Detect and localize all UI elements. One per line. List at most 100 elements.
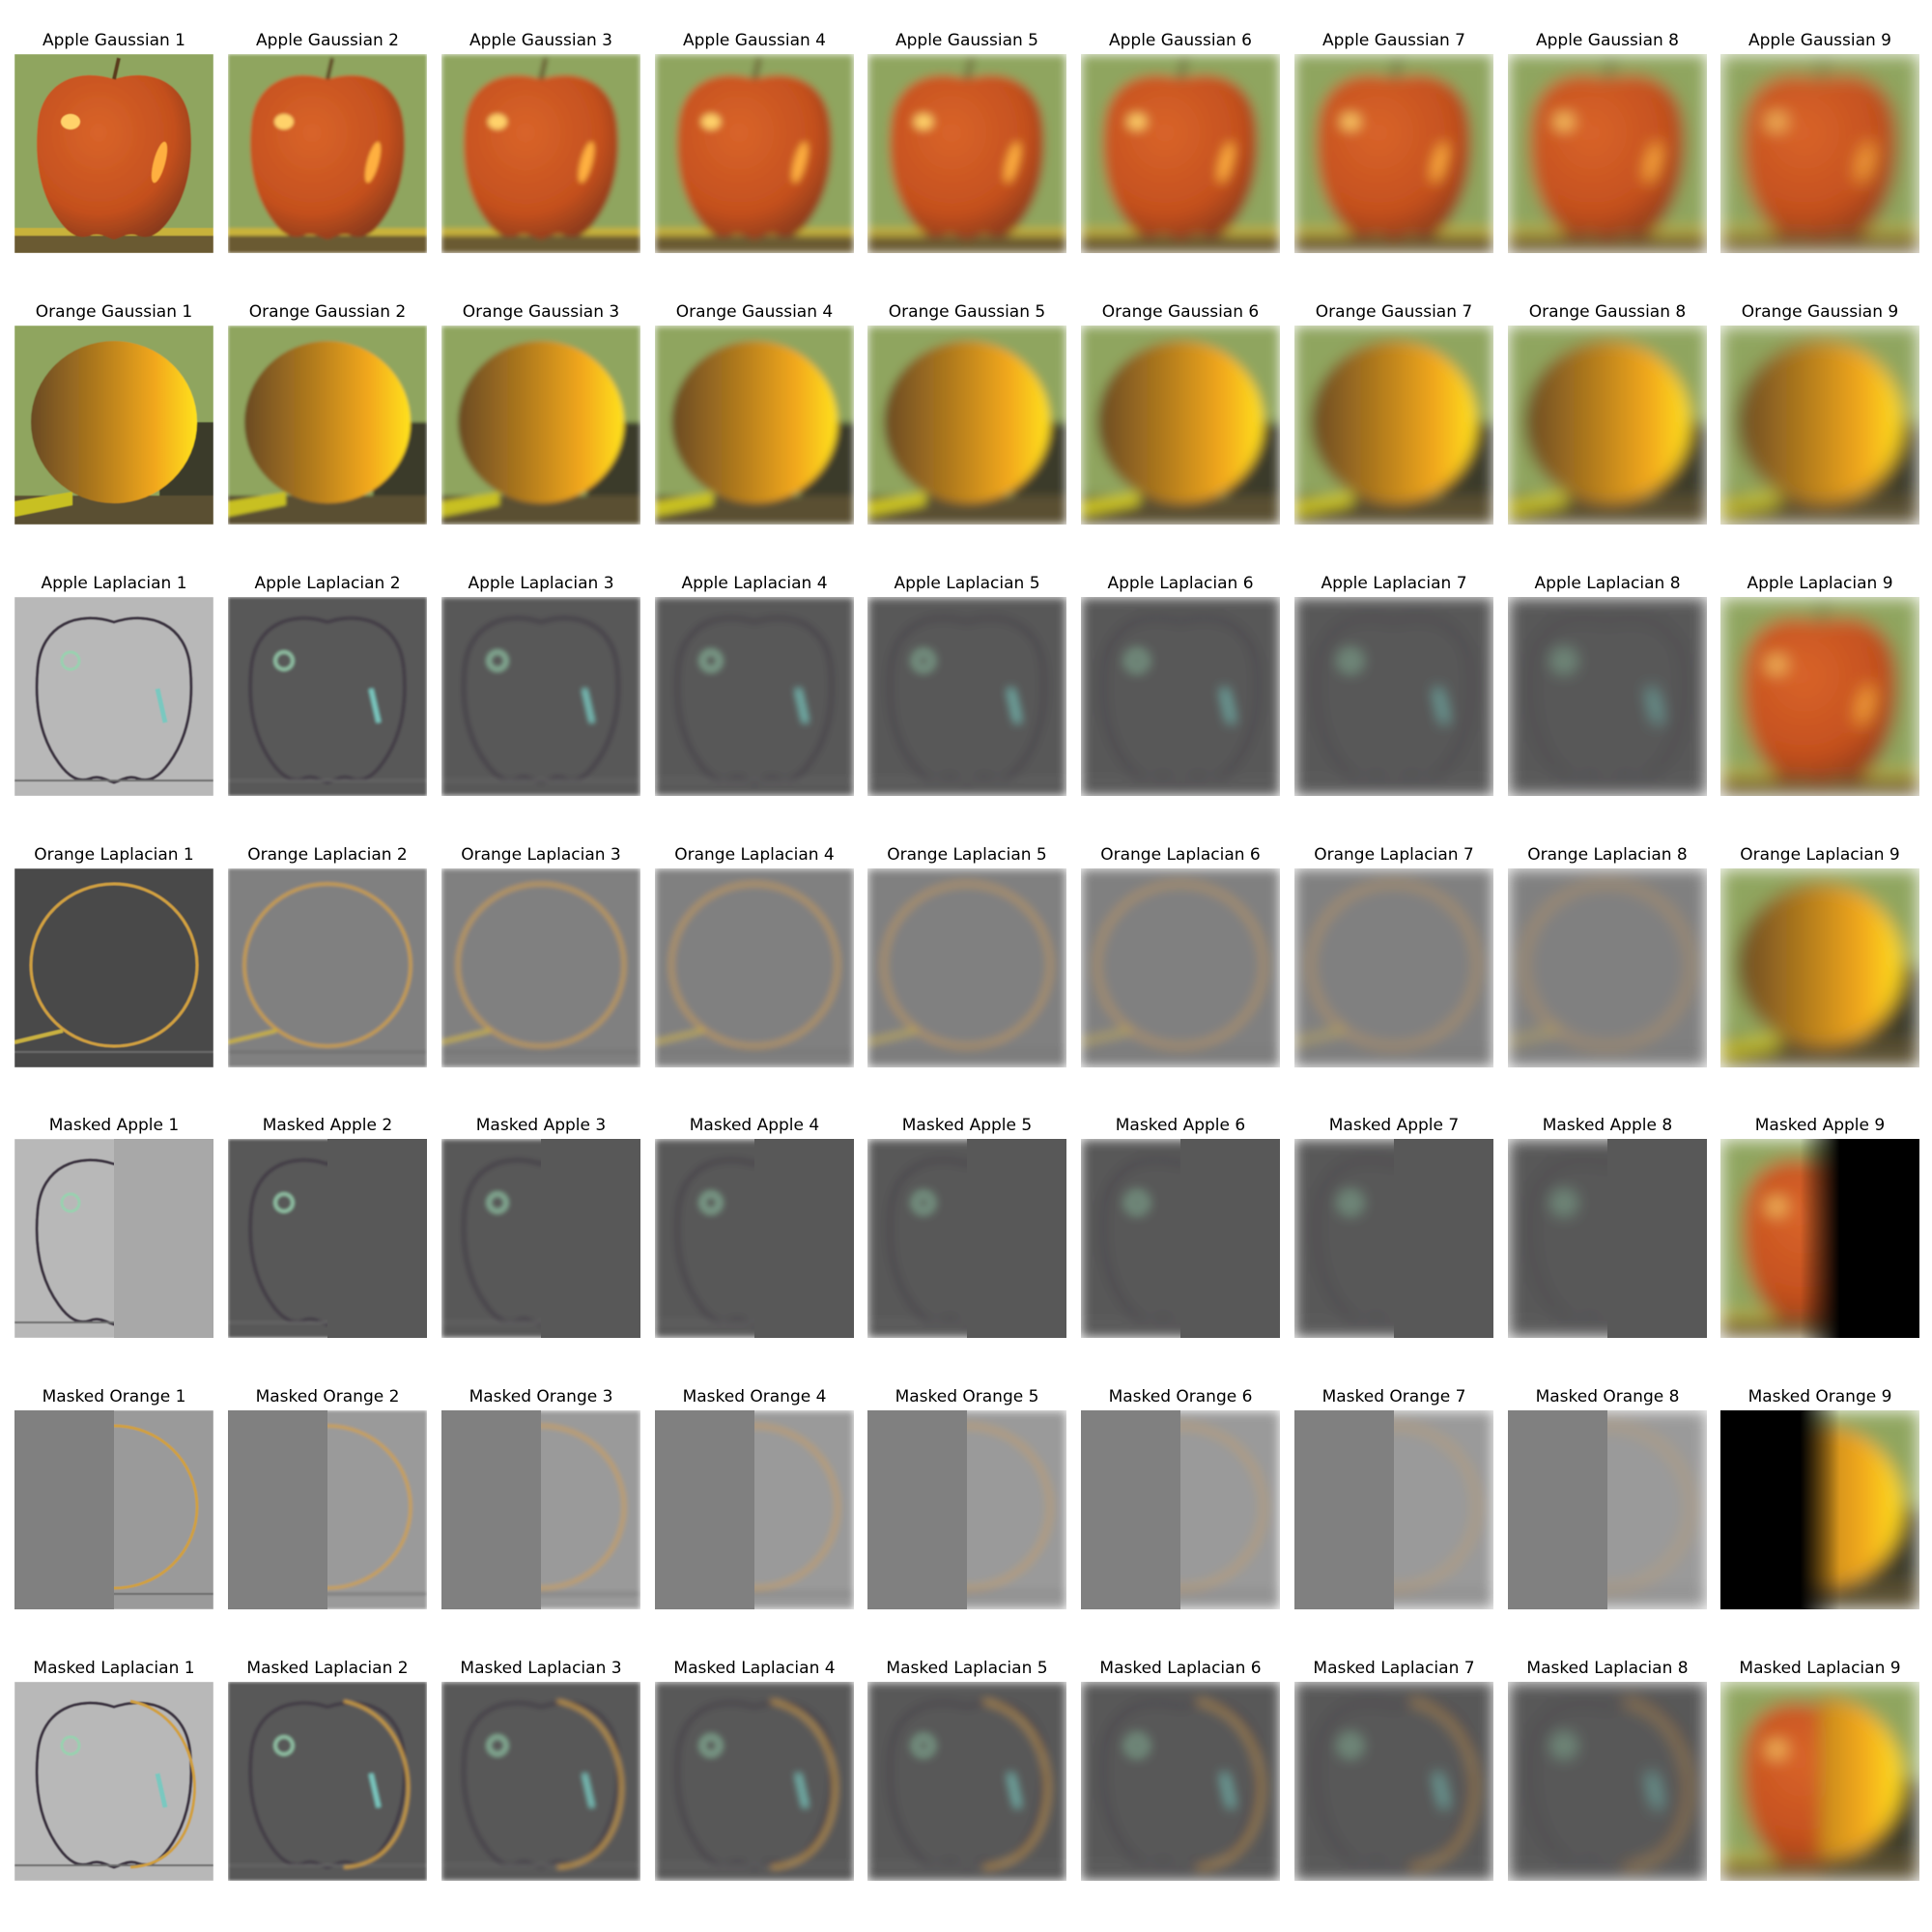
thumbnail-svg [655,1410,854,1609]
grid-cell: Masked Orange 4 [655,1385,854,1636]
grid-cell: Masked Laplacian 2 [228,1657,427,1908]
grid-cell: Masked Apple 9 [1720,1114,1919,1365]
cell-title: Masked Orange 1 [42,1387,186,1406]
thumbnail-image [441,868,640,1067]
thumbnail-svg [14,597,213,796]
thumbnail-svg [1720,868,1919,1067]
thumbnail-image [14,868,213,1067]
grid-cell: Masked Apple 5 [867,1114,1066,1365]
thumbnail-svg [14,54,213,253]
grid-cell: Masked Laplacian 1 [14,1657,213,1908]
thumbnail-svg [1081,597,1280,796]
thumbnail-image [1508,54,1707,253]
grid-cell: Masked Laplacian 7 [1294,1657,1493,1908]
thumbnail-svg [14,326,213,525]
cell-title: Apple Gaussian 1 [42,31,185,50]
cell-title: Masked Laplacian 2 [246,1659,409,1678]
grid-cell: Apple Laplacian 3 [441,572,640,823]
grid-cell: Masked Orange 9 [1720,1385,1919,1636]
thumbnail-image [655,54,854,253]
cell-title: Orange Laplacian 6 [1100,845,1261,865]
grid-cell: Masked Laplacian 4 [655,1657,854,1908]
thumbnail-svg [1081,868,1280,1067]
grid-cell: Orange Gaussian 7 [1294,300,1493,552]
thumbnail-image [14,326,213,525]
thumbnail-svg [1081,54,1280,253]
thumbnail-image [867,326,1066,525]
cell-title: Masked Laplacian 7 [1313,1659,1475,1678]
thumbnail-svg [655,1682,854,1881]
grid-cell: Orange Gaussian 4 [655,300,854,552]
thumbnail-svg [441,1139,640,1338]
thumbnail-image [1720,597,1919,796]
thumbnail-image [14,1139,213,1338]
thumbnail-svg [228,1139,427,1338]
thumbnail-image [441,597,640,796]
thumbnail-image [14,54,213,253]
cell-title: Orange Gaussian 2 [248,302,407,322]
cell-title: Apple Laplacian 1 [41,574,187,593]
thumbnail-svg [441,326,640,525]
thumbnail-image [655,1410,854,1609]
grid-cell: Apple Gaussian 9 [1720,29,1919,280]
cell-title: Orange Gaussian 7 [1315,302,1473,322]
grid-cell: Apple Gaussian 8 [1508,29,1707,280]
grid-cell: Orange Laplacian 9 [1720,843,1919,1094]
cell-title: Masked Laplacian 9 [1739,1659,1901,1678]
thumbnail-svg [1081,326,1280,525]
thumbnail-svg [1508,1139,1707,1338]
cell-title: Apple Gaussian 4 [682,31,826,50]
grid-cell: Apple Gaussian 3 [441,29,640,280]
thumbnail-svg [1081,1682,1280,1881]
grid-cell: Orange Gaussian 5 [867,300,1066,552]
thumbnail-svg [1720,1139,1919,1338]
grid-cell: Apple Laplacian 1 [14,572,213,823]
cell-title: Masked Laplacian 8 [1526,1659,1689,1678]
thumbnail-svg [228,1410,427,1609]
cell-title: Masked Laplacian 5 [886,1659,1048,1678]
grid-cell: Apple Gaussian 6 [1081,29,1280,280]
grid-cell: Orange Gaussian 2 [228,300,427,552]
thumbnail-image [14,1410,213,1609]
cell-title: Orange Laplacian 5 [887,845,1047,865]
grid-cell: Apple Laplacian 2 [228,572,427,823]
grid-cell: Apple Gaussian 1 [14,29,213,280]
cell-title: Apple Gaussian 2 [255,31,399,50]
thumbnail-image [1081,54,1280,253]
thumbnail-image [441,326,640,525]
thumbnail-svg [1081,1410,1280,1609]
grid-cell: Masked Apple 4 [655,1114,854,1365]
thumbnail-image [14,597,213,796]
cell-title: Orange Gaussian 6 [1101,302,1260,322]
thumbnail-svg [14,1682,213,1881]
thumbnail-svg [14,1139,213,1338]
cell-title: Orange Gaussian 3 [462,302,620,322]
cell-title: Orange Laplacian 9 [1740,845,1900,865]
cell-title: Masked Orange 2 [255,1387,400,1406]
cell-title: Masked Apple 2 [262,1116,393,1135]
thumbnail-image [228,868,427,1067]
thumbnail-image [441,1139,640,1338]
thumbnail-image [655,1682,854,1881]
grid-cell: Masked Laplacian 8 [1508,1657,1707,1908]
cell-title: Apple Gaussian 8 [1535,31,1679,50]
thumbnail-image [1294,326,1493,525]
thumbnail-image [1294,1410,1493,1609]
cell-title: Masked Apple 5 [901,1116,1033,1135]
grid-cell: Masked Laplacian 6 [1081,1657,1280,1908]
grid-cell: Orange Laplacian 4 [655,843,854,1094]
thumbnail-image [655,326,854,525]
thumbnail-svg [655,868,854,1067]
thumbnail-svg [1508,1682,1707,1881]
thumbnail-svg [867,54,1066,253]
cell-title: Masked Orange 9 [1747,1387,1892,1406]
grid-cell: Masked Orange 7 [1294,1385,1493,1636]
thumbnail-image [867,1682,1066,1881]
thumbnail-image [228,326,427,525]
thumbnail-image [1081,1410,1280,1609]
thumbnail-svg [1294,1682,1493,1881]
thumbnail-svg [1294,868,1493,1067]
cell-title: Masked Apple 4 [689,1116,820,1135]
grid-cell: Masked Orange 2 [228,1385,427,1636]
